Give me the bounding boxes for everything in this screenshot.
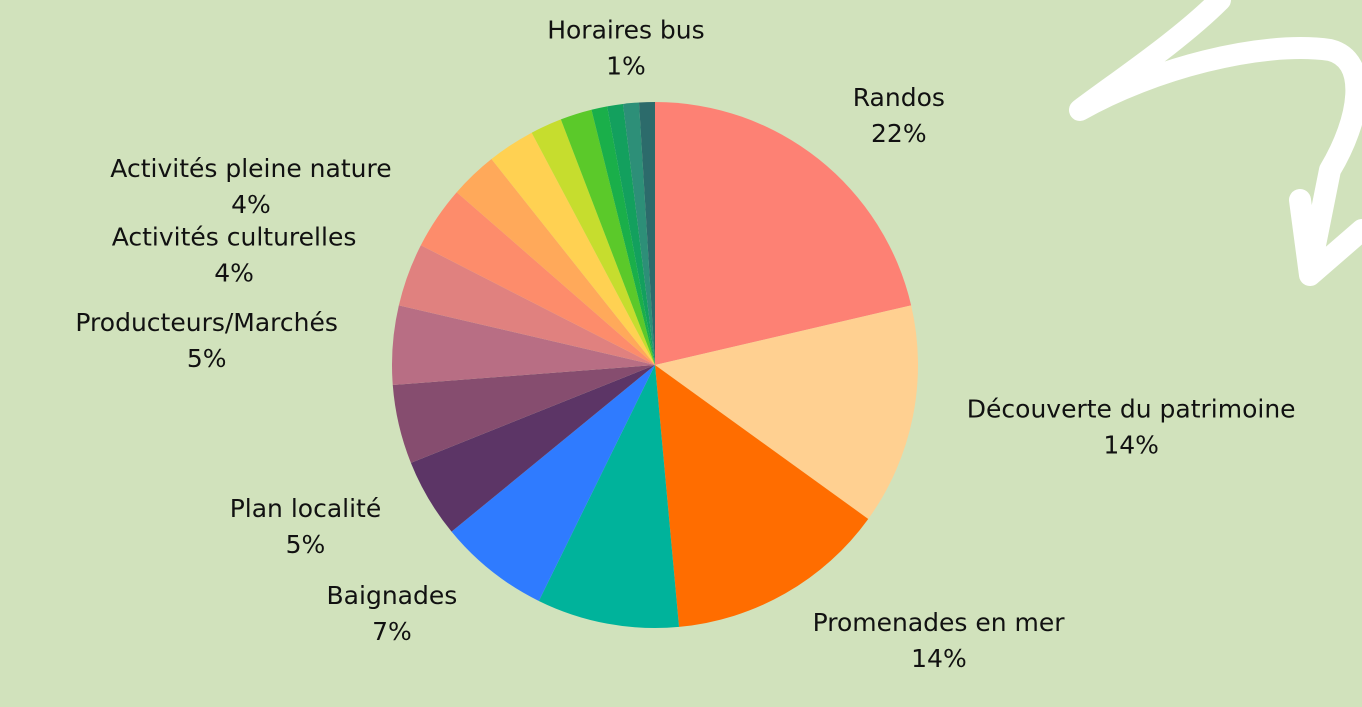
slice-value-label: 1%	[606, 51, 646, 80]
chart: Randos 22% Découverte du patrimoine 14% Prom…	[0, 0, 1362, 707]
slice-label: Découverte du patrimoine	[967, 395, 1296, 424]
slice-value-label: 5%	[187, 344, 227, 373]
slice-value-label: 22%	[871, 119, 927, 148]
slice-label: Randos	[853, 83, 945, 112]
slice-value-label: 4%	[231, 190, 271, 219]
slice-value-label: 4%	[214, 259, 254, 288]
slice-label: Promenades en mer	[813, 608, 1066, 637]
slice-value-label: 14%	[1103, 431, 1159, 460]
slice-value-label: 5%	[286, 530, 326, 559]
slice-label: Baignades	[327, 581, 458, 610]
slice-label: Producteurs/Marchés	[75, 308, 338, 337]
slice-value-label: 14%	[911, 644, 967, 673]
slice-label: Plan localité	[230, 494, 382, 523]
slice-label: Activités culturelles	[112, 223, 357, 252]
slice-label: Horaires bus	[547, 15, 704, 44]
slice-value-label: 7%	[372, 617, 412, 646]
pie	[392, 102, 918, 628]
slice-label: Activités pleine nature	[110, 154, 391, 183]
